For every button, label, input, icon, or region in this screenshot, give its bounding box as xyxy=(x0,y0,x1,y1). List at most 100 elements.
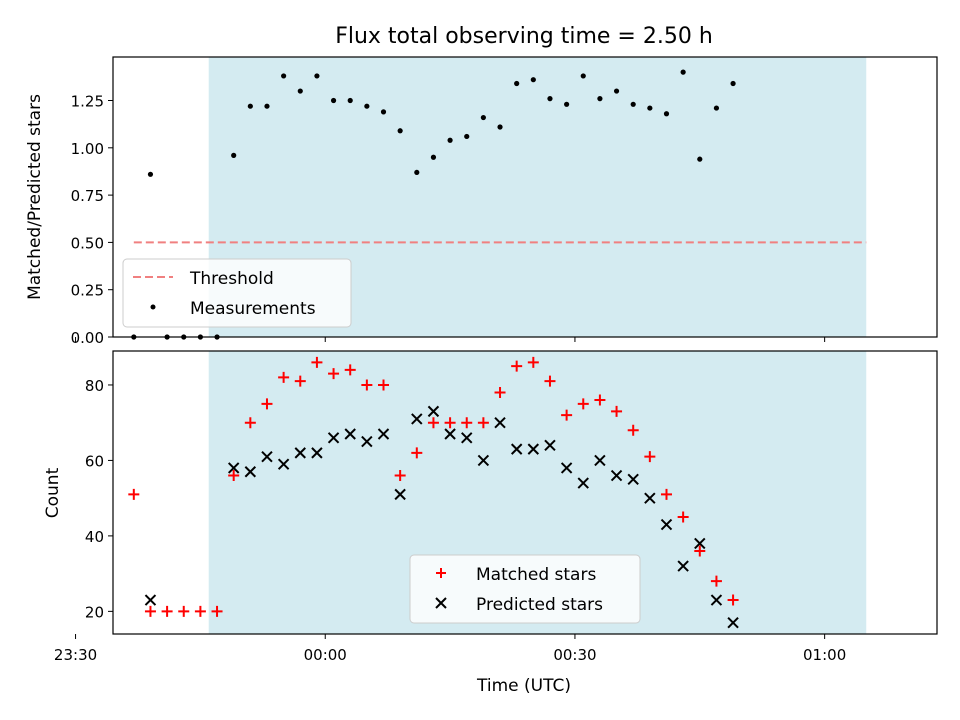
matched-star-marker xyxy=(194,605,206,617)
predicted-star-marker xyxy=(394,488,406,501)
matched-star-marker xyxy=(660,488,672,500)
predicted-star-marker xyxy=(677,560,689,572)
matched-star-marker xyxy=(494,387,506,399)
measurement-point xyxy=(347,97,353,104)
top-y-tick-label: 0.75 xyxy=(71,187,104,205)
predicted-star-marker xyxy=(627,473,639,486)
measurement-point xyxy=(497,124,503,130)
predicted-star-marker xyxy=(477,454,490,467)
measurement-point xyxy=(713,105,720,111)
predicted-star-marker xyxy=(361,435,373,448)
predicted-star-marker xyxy=(327,432,340,444)
top-legend: Threshold Measurements xyxy=(122,258,352,328)
bottom-y-tick-label: 20 xyxy=(85,603,104,621)
measurement-point xyxy=(697,156,703,162)
matched-star-marker xyxy=(228,470,240,482)
predicted-star-marker xyxy=(377,428,390,440)
bottom-plot-frame xyxy=(112,350,938,635)
predicted-star-marker xyxy=(727,616,739,629)
matched-star-marker xyxy=(261,398,273,410)
matched-star-marker xyxy=(144,605,156,617)
top-y-tick-label: 1.25 xyxy=(71,93,104,111)
bottom-legend-box xyxy=(409,554,641,624)
matched-star-marker xyxy=(378,379,390,391)
matched-star-marker xyxy=(278,371,290,383)
matched-star-marker xyxy=(344,364,356,376)
matched-star-marker xyxy=(561,409,573,421)
bottom-legend: Matched stars Predicted stars xyxy=(409,554,641,624)
measurement-point xyxy=(231,152,237,158)
predicted-star-marker xyxy=(594,454,606,467)
matched-star-marker xyxy=(544,375,556,387)
predicted-star-marker xyxy=(694,537,706,550)
measurement-point xyxy=(730,80,736,87)
legend-predicted-swatch xyxy=(435,597,447,609)
measurement-point xyxy=(547,96,553,102)
predicted-star-marker xyxy=(144,594,157,606)
predicted-star-marker xyxy=(577,477,589,489)
predicted-star-marker xyxy=(311,447,323,459)
top-y-tick-label: 0.25 xyxy=(71,282,104,300)
measurement-point xyxy=(630,101,636,107)
bottom-y-tick-label: 80 xyxy=(85,377,104,395)
predicted-star-marker xyxy=(294,447,306,459)
predicted-star-marker xyxy=(544,439,556,452)
measurement-point xyxy=(330,97,337,104)
predicted-star-marker xyxy=(510,443,523,455)
chart-title: Flux total observing time = 2.50 h xyxy=(335,24,713,49)
legend-measurements-label: Measurements xyxy=(190,299,316,319)
predicted-star-marker xyxy=(427,405,440,418)
legend-measurements-swatch xyxy=(150,304,156,310)
predicted-star-marker xyxy=(560,462,573,474)
matched-star-marker xyxy=(311,356,323,368)
x-tick-label: 00:00 xyxy=(304,646,347,664)
matched-star-marker xyxy=(677,511,689,523)
matched-star-marker xyxy=(644,451,656,463)
predicted-star-marker xyxy=(494,416,506,429)
matched-star-marker xyxy=(178,605,190,617)
measurement-point xyxy=(663,111,670,117)
measurement-point xyxy=(281,73,287,79)
matched-star-marker xyxy=(328,368,340,380)
matched-star-marker xyxy=(511,360,523,372)
measurement-point xyxy=(314,73,320,79)
measurement-point xyxy=(514,80,520,87)
predicted-star-marker xyxy=(710,594,723,606)
top-y-axis-label: Matched/Predicted stars xyxy=(25,94,45,300)
top-y-tick-label: 0.00 xyxy=(71,329,104,347)
predicted-star-marker xyxy=(261,450,273,463)
predicted-star-marker xyxy=(344,428,356,440)
matched-star-marker xyxy=(627,424,639,436)
measurement-point xyxy=(147,171,154,177)
matched-star-marker xyxy=(461,417,473,429)
top-y-tick-label: 0.50 xyxy=(71,234,104,252)
measurement-point xyxy=(297,88,303,94)
predicted-star-marker xyxy=(277,458,290,470)
measurement-point xyxy=(647,105,653,111)
top-y-tick-label: 1.00 xyxy=(71,140,104,158)
x-tick-label: 00:30 xyxy=(553,646,596,664)
predicted-star-marker xyxy=(227,462,240,474)
predicted-star-marker xyxy=(527,443,540,455)
matched-star-marker xyxy=(128,488,140,500)
predicted-star-marker xyxy=(644,492,656,504)
predicted-star-marker xyxy=(244,466,257,478)
measurement-point xyxy=(430,154,437,160)
measurement-point xyxy=(414,169,420,176)
matched-star-marker xyxy=(611,405,623,417)
predicted-star-marker xyxy=(660,518,673,531)
matched-star-marker xyxy=(361,379,373,391)
matched-star-marker xyxy=(244,417,256,429)
predicted-star-marker xyxy=(610,469,623,482)
matched-star-marker xyxy=(477,417,489,429)
matched-star-marker xyxy=(594,394,606,406)
measurement-point xyxy=(447,137,453,143)
matched-star-marker xyxy=(694,545,706,557)
matched-star-marker xyxy=(411,447,423,459)
measurement-point xyxy=(613,88,620,94)
matched-star-marker xyxy=(727,594,739,606)
bottom-y-axis-label: Count xyxy=(43,467,63,518)
legend-matched-label: Matched stars xyxy=(476,565,596,585)
